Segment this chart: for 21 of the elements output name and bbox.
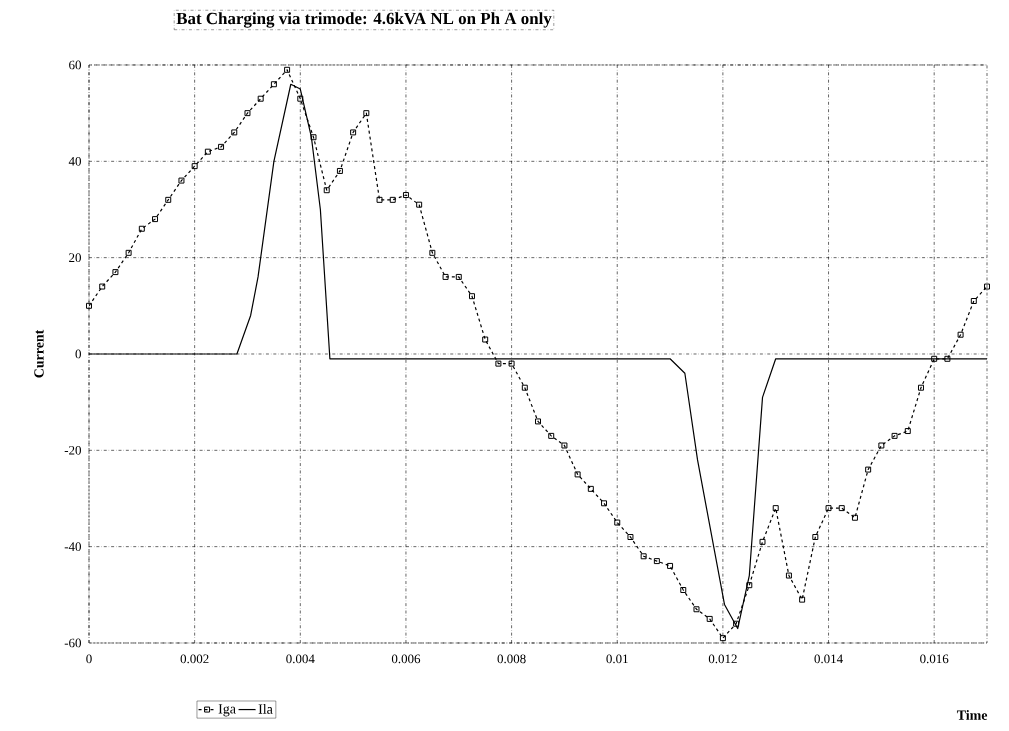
x-axis-title: Time bbox=[956, 710, 988, 720]
y-tick-label: -40 bbox=[64, 542, 81, 552]
x-tick-label: 0.014 bbox=[814, 654, 843, 664]
legend-label: Iga bbox=[218, 704, 236, 717]
legend-label: Ila bbox=[258, 703, 273, 714]
x-tick-label: 0.004 bbox=[286, 654, 315, 664]
x-tick-label: 0 bbox=[86, 654, 92, 664]
x-tick-label: 0.01 bbox=[606, 654, 628, 664]
y-tick-label: 0 bbox=[75, 349, 81, 359]
x-tick-label: 0.006 bbox=[391, 654, 421, 664]
x-tick-label: 0.002 bbox=[180, 654, 209, 664]
y-tick-label: 40 bbox=[68, 156, 81, 166]
x-tick-label: 0.016 bbox=[920, 654, 949, 664]
y-axis-title: Current bbox=[34, 329, 44, 378]
x-tick-label: 0.008 bbox=[497, 654, 526, 664]
y-tick-label: 60 bbox=[69, 60, 81, 70]
y-tick-label: -20 bbox=[64, 445, 81, 455]
x-tick-label: 0.012 bbox=[708, 654, 737, 664]
y-tick-label: 20 bbox=[69, 253, 81, 263]
chart-title: Bat Charging via trimode: 4.6kVA NL on Ph A only bbox=[176, 12, 552, 28]
y-tick-label: -60 bbox=[64, 638, 81, 648]
